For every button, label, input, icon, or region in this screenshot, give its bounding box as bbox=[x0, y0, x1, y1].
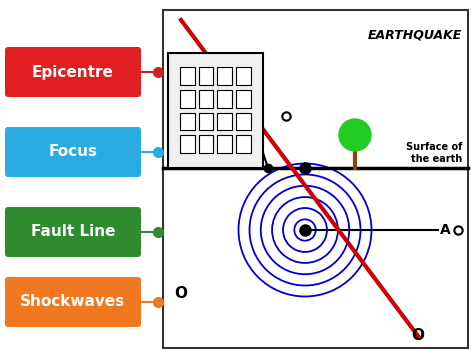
FancyBboxPatch shape bbox=[5, 47, 141, 97]
Text: Fault Line: Fault Line bbox=[31, 224, 115, 240]
FancyBboxPatch shape bbox=[5, 207, 141, 257]
Bar bbox=[236, 90, 251, 108]
Bar bbox=[218, 67, 232, 85]
Text: Surface of
the earth: Surface of the earth bbox=[406, 142, 462, 164]
Bar bbox=[218, 113, 232, 130]
Text: O: O bbox=[174, 285, 188, 300]
Bar bbox=[199, 67, 213, 85]
Text: A: A bbox=[440, 223, 451, 237]
FancyBboxPatch shape bbox=[5, 277, 141, 327]
Bar bbox=[180, 113, 195, 130]
Bar bbox=[168, 53, 263, 168]
Text: Focus: Focus bbox=[48, 144, 98, 159]
Bar bbox=[218, 90, 232, 108]
Bar bbox=[199, 113, 213, 130]
Text: O: O bbox=[411, 328, 425, 343]
Bar bbox=[218, 135, 232, 153]
Text: EARTHQUAKE: EARTHQUAKE bbox=[368, 28, 462, 41]
Bar bbox=[180, 90, 195, 108]
Text: B: B bbox=[237, 89, 248, 103]
FancyBboxPatch shape bbox=[5, 127, 141, 177]
Bar bbox=[199, 135, 213, 153]
Bar bbox=[163, 10, 468, 348]
Circle shape bbox=[339, 119, 371, 151]
Text: Epicentre: Epicentre bbox=[32, 65, 114, 80]
Bar bbox=[180, 67, 195, 85]
Bar bbox=[236, 67, 251, 85]
Bar bbox=[236, 113, 251, 130]
Bar bbox=[199, 90, 213, 108]
Bar bbox=[180, 135, 195, 153]
Text: Shockwaves: Shockwaves bbox=[20, 295, 126, 310]
Bar bbox=[236, 135, 251, 153]
